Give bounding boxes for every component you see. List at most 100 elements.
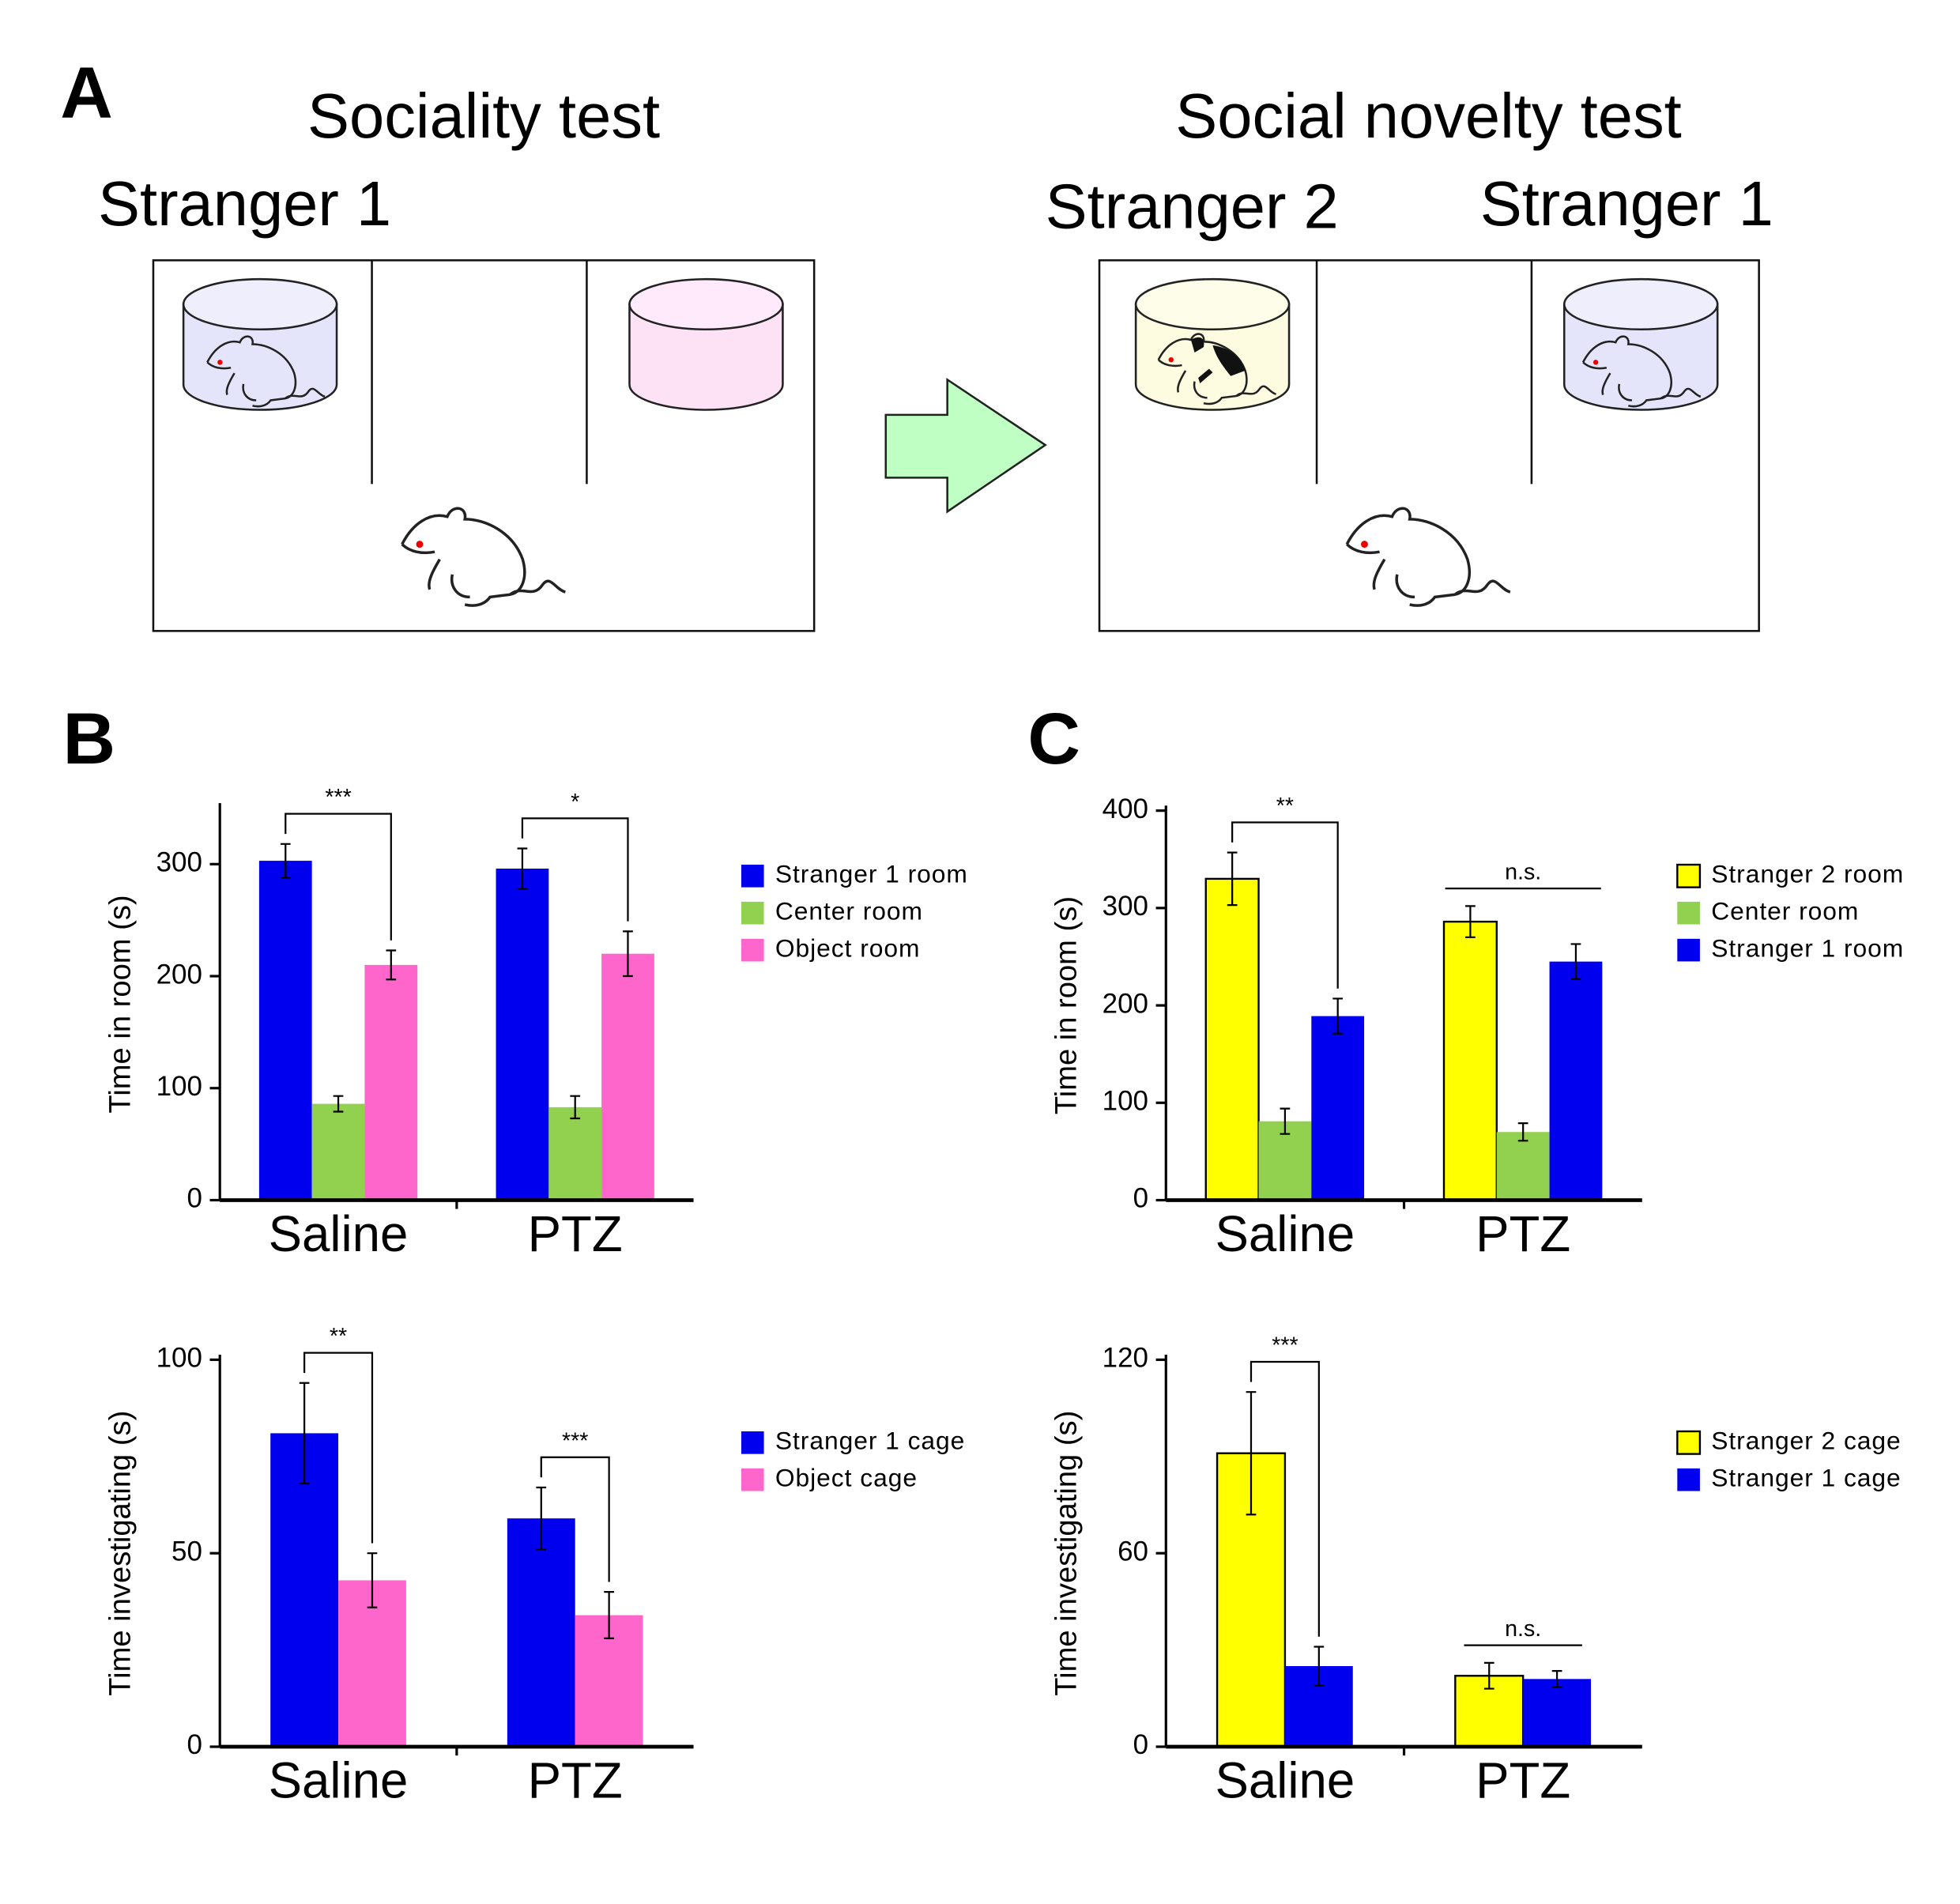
error-bar — [570, 1095, 581, 1120]
significance-label: ** — [1276, 794, 1294, 819]
error-bar — [1227, 851, 1238, 907]
legend-label: Stranger 2 cage — [1711, 1427, 1901, 1455]
mouse — [1157, 333, 1277, 405]
y-tick-label: 300 — [1102, 891, 1148, 922]
y-tick-label: 60 — [1118, 1536, 1148, 1567]
x-tick-label: PTZ — [1476, 1753, 1570, 1809]
bar — [507, 1518, 575, 1748]
legend-label: Object cage — [775, 1464, 918, 1492]
error-bar — [1465, 905, 1476, 938]
y-axis-label: Time investigating (s) — [1049, 1411, 1083, 1696]
cage-label: Stranger 2 — [1046, 171, 1339, 241]
significance-bracket — [540, 1456, 610, 1582]
y-tick-label: 100 — [1102, 1086, 1148, 1117]
panel-letter: B — [62, 698, 115, 779]
panel-letter: A — [60, 52, 113, 134]
y-tick-label: 0 — [187, 1183, 202, 1214]
legend-label: Object room — [775, 934, 921, 963]
y-tick-label: 300 — [156, 847, 202, 878]
significance-bracket — [521, 817, 629, 922]
panel-a: A Sociality test Stranger 1 Social novel… — [60, 52, 1773, 632]
legend-label: Stranger 2 room — [1711, 860, 1904, 888]
legend-label: Stranger 1 room — [1711, 934, 1904, 963]
bar — [1311, 1016, 1365, 1201]
arrow — [884, 377, 1047, 514]
significance-bracket — [1231, 821, 1339, 989]
error-bar — [1332, 997, 1344, 1035]
legend-label: Center room — [775, 897, 923, 926]
x-tick-label: Saline — [269, 1206, 409, 1262]
y-tick-label: 100 — [156, 1071, 202, 1102]
error-bar — [280, 843, 291, 879]
bar — [548, 1107, 602, 1201]
legend-swatch — [1676, 1430, 1702, 1455]
x-tick-label: Saline — [269, 1753, 409, 1809]
y-axis-label: Time investigating (s) — [103, 1411, 137, 1696]
legend-label: Stranger 1 cage — [1711, 1464, 1901, 1492]
legend-swatch — [1677, 938, 1700, 962]
bar — [601, 953, 654, 1201]
x-tick-label: Saline — [1216, 1206, 1355, 1262]
cage-label: Stranger 1 — [1480, 168, 1773, 239]
bar — [1523, 1679, 1592, 1748]
error-bar — [1570, 943, 1581, 980]
legend-label: Stranger 1 cage — [775, 1427, 965, 1455]
bar — [1204, 877, 1260, 1201]
legend-swatch — [1676, 863, 1702, 888]
x-tick-label: PTZ — [528, 1206, 623, 1262]
chamber — [152, 259, 1760, 632]
significance-label: n.s. — [1505, 1616, 1541, 1642]
error-bar — [536, 1486, 547, 1551]
bar — [258, 861, 312, 1201]
charts: B Time in room (s) 0 100 200 300 *** Saline * PTZ… — [62, 698, 1904, 1809]
bar — [311, 1103, 365, 1201]
error-bar — [1314, 1646, 1325, 1687]
y-tick-label: 400 — [1102, 794, 1148, 824]
error-bar — [333, 1095, 344, 1113]
error-bar — [1551, 1670, 1562, 1688]
panel-title: Sociality test — [307, 81, 660, 151]
legend-swatch — [1677, 901, 1700, 925]
legend-swatch — [741, 901, 764, 925]
significance-label: ** — [330, 1324, 347, 1349]
y-tick-label: 0 — [1133, 1183, 1148, 1214]
error-bar — [1246, 1391, 1257, 1516]
error-bar — [604, 1591, 614, 1640]
bar — [270, 1433, 339, 1748]
significance-bracket — [303, 1352, 374, 1544]
bar — [1442, 920, 1498, 1201]
legend-swatch — [741, 938, 764, 962]
error-bar — [1517, 1122, 1528, 1142]
error-bar — [1483, 1661, 1494, 1690]
y-tick-label: 0 — [187, 1729, 202, 1760]
significance-label: *** — [1272, 1333, 1298, 1359]
mouse — [400, 507, 567, 607]
y-tick-label: 50 — [172, 1536, 202, 1567]
y-tick-label: 0 — [1133, 1729, 1148, 1760]
x-tick-label: Saline — [1216, 1753, 1355, 1809]
error-bar — [623, 930, 633, 978]
legend-label: Stranger 1 room — [775, 860, 968, 888]
error-bar — [517, 847, 528, 890]
x-tick-label: PTZ — [528, 1753, 623, 1809]
y-tick-label: 200 — [1102, 988, 1148, 1019]
legend-swatch — [1677, 1468, 1700, 1491]
panel-title: Social novelty test — [1175, 81, 1681, 151]
legend-label: Center room — [1711, 897, 1859, 926]
x-tick-label: PTZ — [1476, 1206, 1570, 1262]
cage-label: Stranger 1 — [98, 168, 391, 239]
y-tick-label: 100 — [156, 1343, 202, 1374]
error-bar — [299, 1382, 310, 1485]
legend-swatch — [741, 1431, 764, 1454]
error-bar — [386, 949, 397, 981]
significance-label: *** — [562, 1428, 588, 1453]
significance-label: *** — [325, 785, 351, 810]
bar — [1496, 1132, 1550, 1201]
error-bar — [367, 1552, 378, 1608]
bar — [496, 869, 549, 1201]
legend-swatch — [741, 865, 764, 888]
significance-bracket — [1250, 1360, 1320, 1637]
significance-label: n.s. — [1505, 860, 1541, 885]
y-tick-label: 200 — [156, 959, 202, 990]
